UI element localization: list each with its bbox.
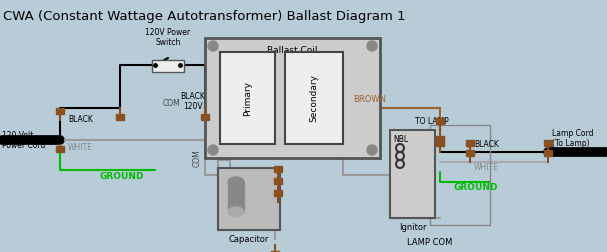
Bar [201,114,209,120]
Bar [152,60,184,72]
Text: 120 Volt
Power Cord: 120 Volt Power Cord [2,131,46,150]
Bar [220,52,275,144]
Text: GROUND: GROUND [454,183,498,192]
Bar [274,166,282,172]
Text: BLACK: BLACK [474,140,499,149]
Circle shape [367,41,377,51]
Text: TO LAMP: TO LAMP [415,117,449,126]
Text: CWA (Constant Wattage Autotransformer) Ballast Diagram 1: CWA (Constant Wattage Autotransformer) B… [3,10,405,23]
Text: BLACK: BLACK [68,115,93,124]
Bar [274,190,282,196]
Bar [390,130,435,218]
Bar [466,140,474,146]
Bar [285,52,343,144]
Text: WHITE: WHITE [68,143,93,152]
Ellipse shape [228,207,244,217]
Circle shape [367,145,377,155]
Text: 120V Power
Switch: 120V Power Switch [146,28,191,47]
Bar [436,118,444,124]
Text: BLACK
120V: BLACK 120V [180,92,205,111]
Bar [228,182,244,212]
Bar [205,38,380,158]
Text: COM: COM [192,149,202,167]
Bar [116,114,124,120]
Text: WHITE: WHITE [474,163,499,172]
Text: BROWN: BROWN [353,95,387,104]
Text: Ignitor: Ignitor [399,223,426,232]
Text: COM: COM [163,99,181,108]
Circle shape [208,41,218,51]
Text: Primary: Primary [243,80,252,115]
Text: Capacitor: Capacitor [229,235,269,244]
Bar [56,108,64,114]
Bar [56,146,64,152]
Bar [544,140,552,146]
Bar [466,150,474,156]
Circle shape [208,145,218,155]
Bar [218,168,280,230]
Text: Ballast Coil: Ballast Coil [267,46,317,55]
Ellipse shape [228,177,244,187]
Bar [430,125,490,225]
Text: Secondary: Secondary [310,74,319,122]
Bar [274,178,282,184]
Bar [436,136,444,142]
Bar [271,251,279,252]
Text: LAMP COM: LAMP COM [407,238,453,247]
Text: NBL: NBL [393,135,408,144]
Bar [436,140,444,146]
Bar [544,150,552,156]
Text: GROUND: GROUND [100,172,144,181]
Text: Lamp Cord
(To Lamp): Lamp Cord (To Lamp) [552,129,594,148]
